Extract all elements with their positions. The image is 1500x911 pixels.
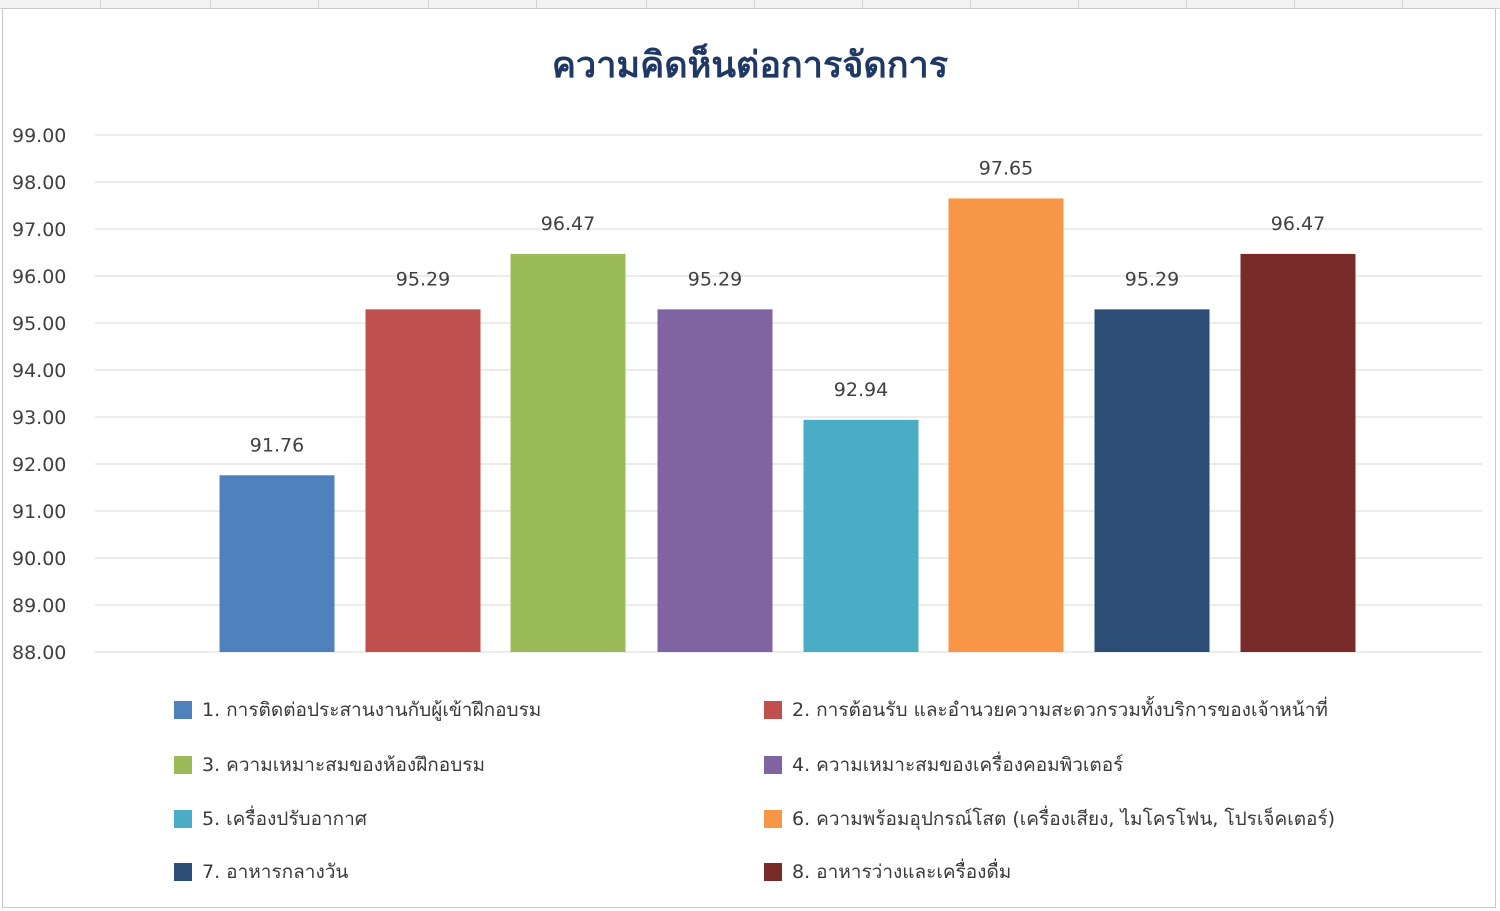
bar: [1240, 253, 1356, 652]
data-label: 92.94: [834, 379, 888, 401]
data-label: 91.76: [250, 434, 304, 456]
bar: [219, 475, 335, 652]
bar: [1094, 309, 1210, 652]
data-label: 95.29: [688, 268, 742, 290]
bar: [948, 198, 1064, 652]
y-tick-label: 89.00: [12, 595, 66, 617]
y-tick-label: 93.00: [12, 407, 66, 429]
chart-title: ความคิดห็นต่อการจัดการ: [551, 45, 949, 86]
data-label: 97.65: [979, 157, 1033, 179]
y-tick-label: 94.00: [12, 360, 66, 382]
y-tick-label: 96.00: [12, 266, 66, 288]
y-tick-label: 90.00: [12, 548, 66, 570]
bar: [803, 419, 919, 652]
data-label: 95.29: [1125, 268, 1179, 290]
data-label: 96.47: [541, 213, 595, 235]
y-tick-label: 99.00: [12, 125, 66, 147]
y-tick-label: 97.00: [12, 219, 66, 241]
y-tick-label: 91.00: [12, 501, 66, 523]
data-label: 96.47: [1271, 213, 1325, 235]
bar: [365, 309, 481, 652]
bar: [657, 309, 773, 652]
y-tick-label: 92.00: [12, 454, 66, 476]
y-tick-label: 95.00: [12, 313, 66, 335]
bar: [510, 253, 626, 652]
y-tick-label: 88.00: [12, 642, 66, 664]
data-label: 95.29: [396, 268, 450, 290]
y-tick-label: 98.00: [12, 172, 66, 194]
